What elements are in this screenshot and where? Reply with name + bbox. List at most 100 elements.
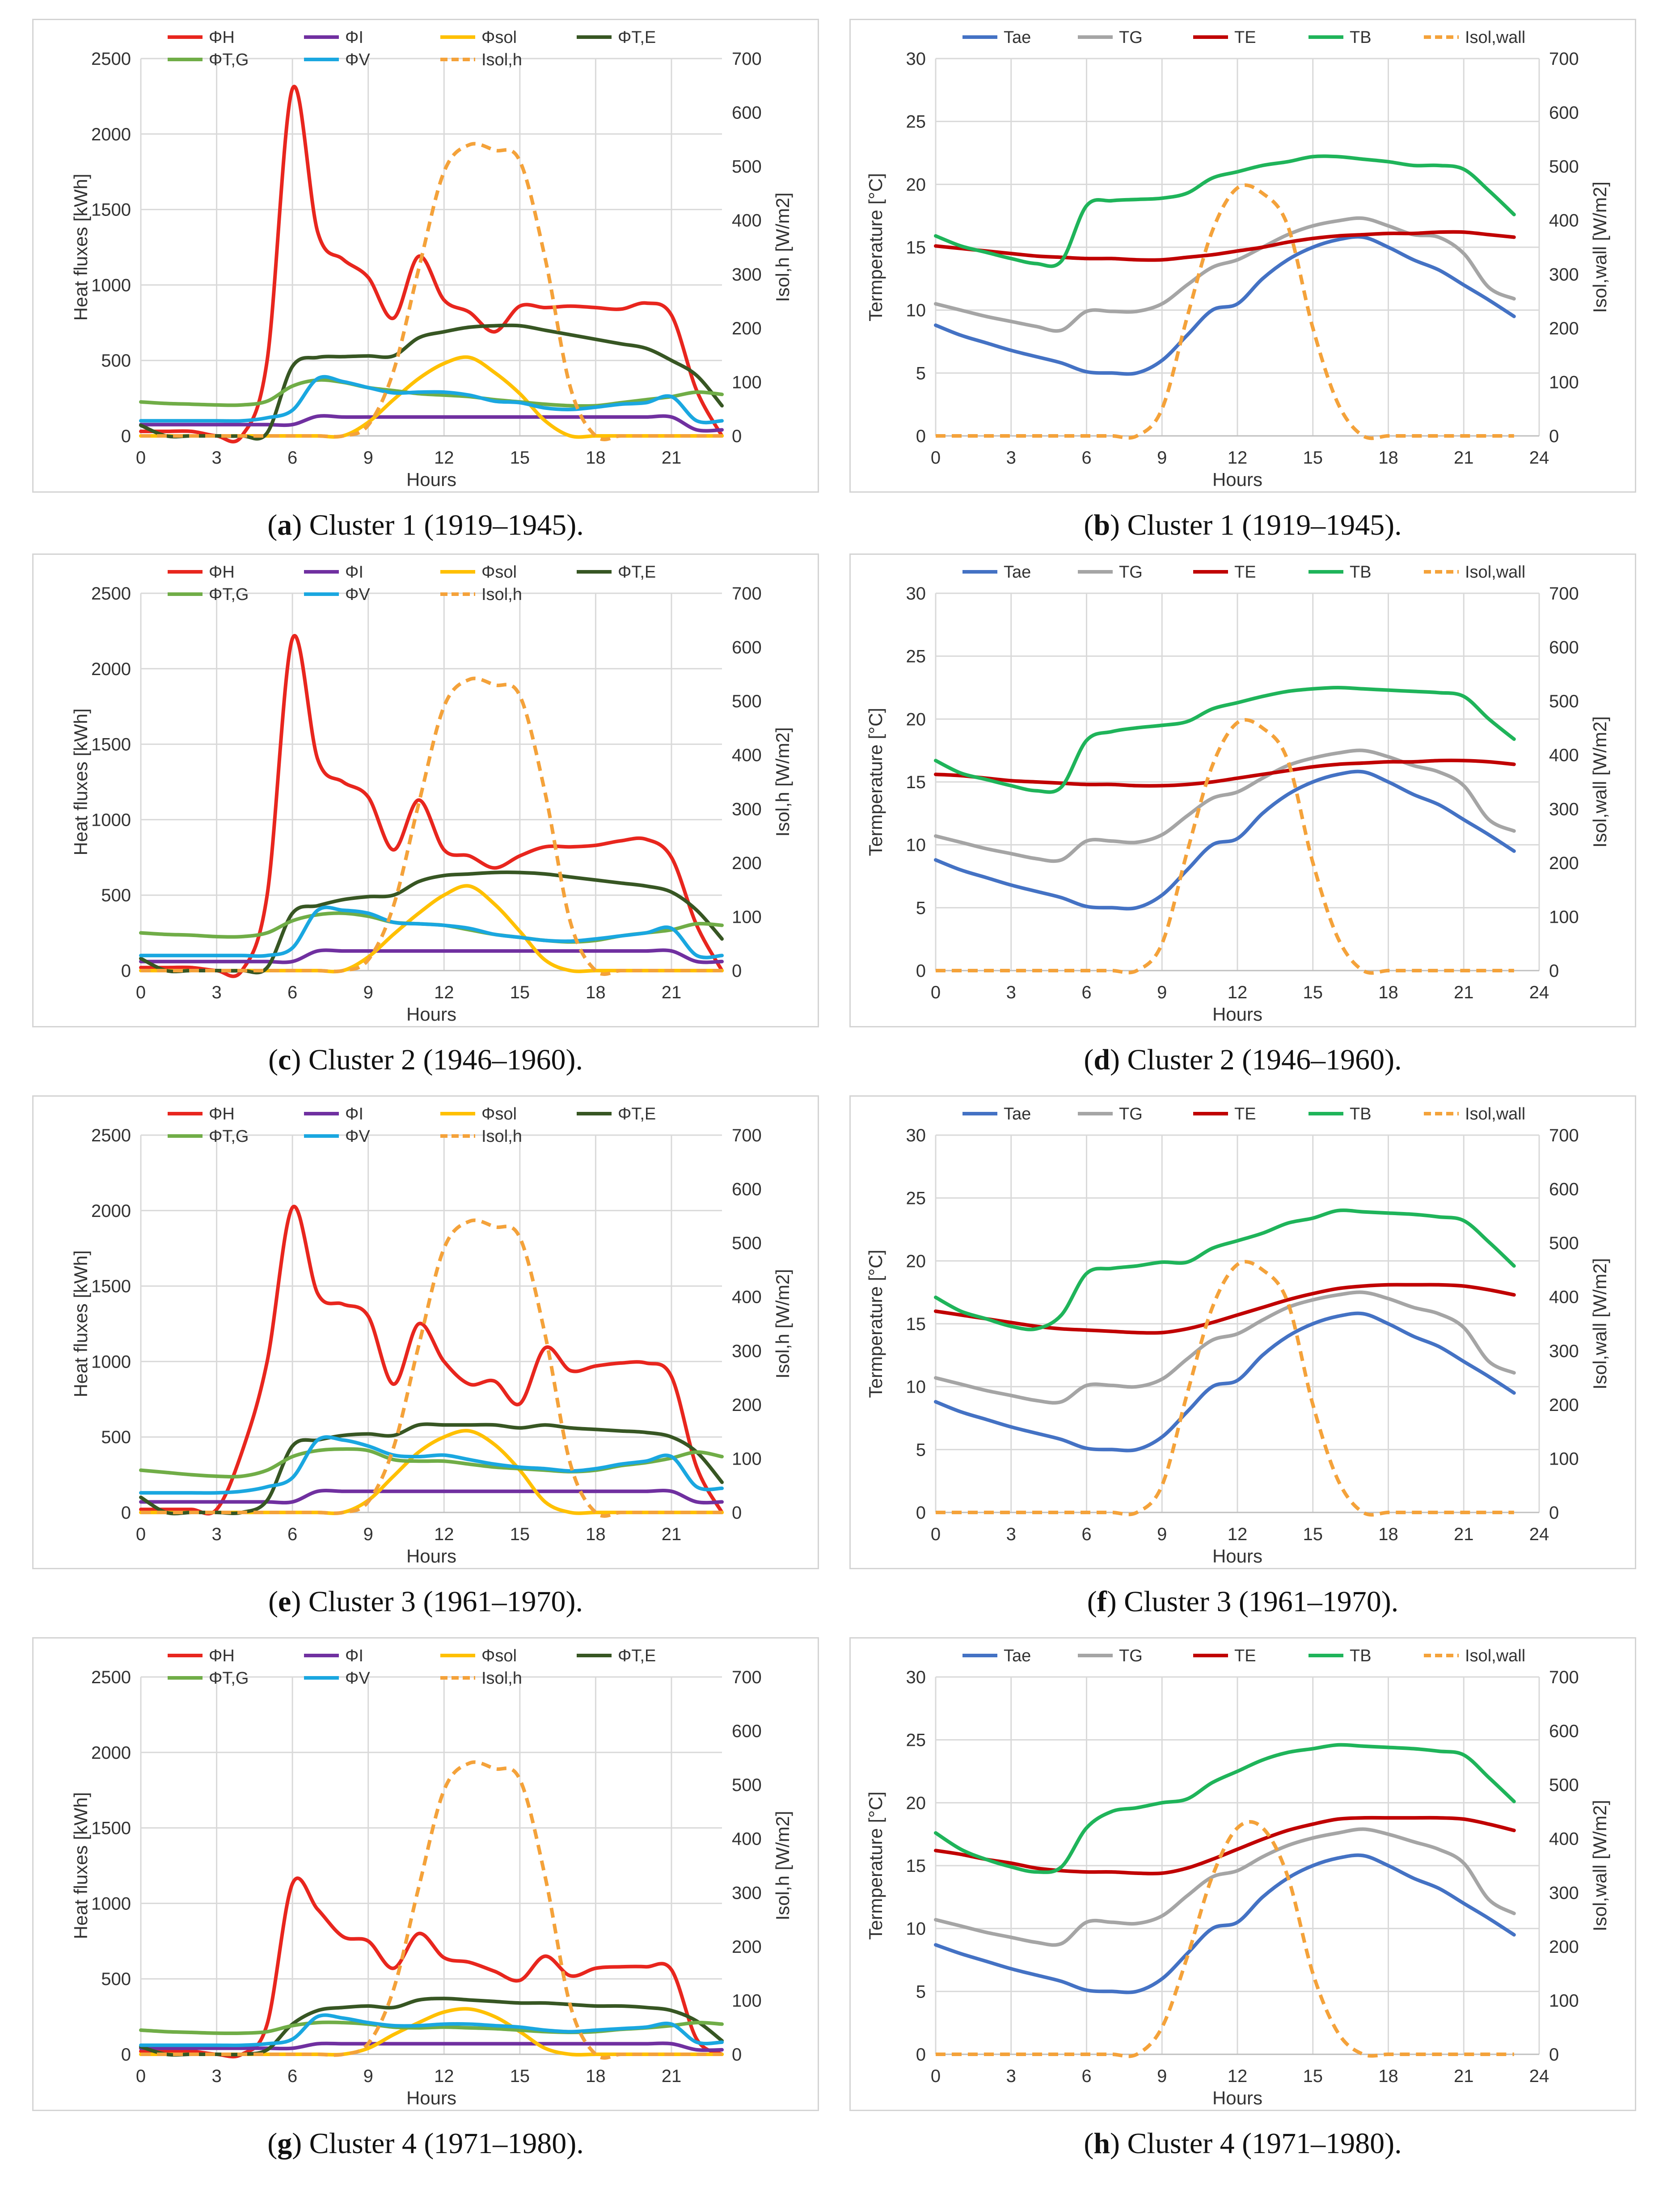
y-tick-label: 0 [916,2045,926,2065]
y2-tick-label: 500 [732,692,762,711]
legend-label: TG [1119,28,1143,47]
legend-label: ΦH [209,28,235,47]
x-tick-label: 3 [1006,448,1016,468]
legend-label: Isol,h [481,1127,522,1146]
x-tick-label: 12 [1228,1525,1248,1544]
legend-label: ΦI [345,1647,363,1665]
y-tick-label: 30 [906,1668,926,1687]
y-axis-label: Heat fluxes [kWh] [70,173,91,321]
y2-tick-label: 200 [1549,853,1579,873]
x-tick-label: 12 [1228,983,1248,1002]
legend-label: TG [1119,1647,1143,1665]
x-tick-label: 18 [586,1525,606,1544]
y-tick-label: 2500 [91,584,131,604]
series-line-TE [934,758,1516,788]
x-tick-label: 0 [931,1525,941,1544]
y2-tick-label: 700 [1549,1668,1579,1687]
x-tick-label: 3 [211,2066,221,2086]
legend-label: TE [1234,1647,1256,1665]
caption-c: (c) Cluster 2 (1946–1960). [268,1043,583,1076]
y2-tick-label: 500 [1549,1775,1579,1795]
y2-axis-label: Isol,h [W/m2] [772,727,793,836]
legend-label: ΦH [209,1647,235,1665]
caption-e: (e) Cluster 3 (1961–1970). [268,1585,583,1618]
y2-tick-label: 0 [1549,961,1559,981]
x-axis-label: Hours [406,2087,456,2108]
y2-tick-label: 0 [732,961,742,981]
y2-tick-label: 100 [1549,1449,1579,1469]
legend-label: ΦH [209,563,235,582]
x-tick-label: 3 [1006,983,1016,1002]
x-tick-label: 15 [510,983,530,1002]
series-line-Isol,h [141,142,722,442]
y2-tick-label: 300 [1549,265,1579,284]
caption-letter: f [1097,1585,1107,1618]
y-tick-label: 25 [906,1731,926,1750]
caption-d: (d) Cluster 2 (1946–1960). [1084,1043,1402,1076]
legend-label: TE [1234,563,1256,582]
legend-label: Tae [1004,1647,1031,1665]
y2-tick-label: 200 [732,319,762,338]
y2-tick-label: 100 [732,907,762,927]
y-tick-label: 20 [906,1251,926,1271]
y2-axis-label: Isol,wall [W/m2] [1589,1258,1610,1390]
chart-panel-e: 0 500 1000 1500 2000 2500 0 100 200 300 400 500 600 7… [32,1095,819,1569]
x-tick-label: 15 [510,1525,530,1544]
x-tick-label: 18 [1378,983,1398,1002]
legend-label: TE [1234,1105,1256,1123]
legend-label: Isol,h [481,585,522,604]
y2-tick-label: 300 [732,799,762,819]
y-tick-label: 30 [906,49,926,69]
x-tick-label: 0 [931,448,941,468]
series-line-TG [934,748,1516,863]
x-tick-label: 24 [1529,983,1549,1002]
y-tick-label: 500 [101,351,131,371]
series-line-Tae [934,1853,1516,1994]
caption-b: (b) Cluster 1 (1919–1945). [1084,509,1402,541]
x-tick-label: 18 [586,983,606,1002]
y-tick-label: 10 [906,1377,926,1397]
y2-axis-label: Isol,wall [W/m2] [1589,716,1610,848]
y2-tick-label: 600 [732,103,762,123]
y2-tick-label: 100 [732,1449,762,1469]
y2-tick-label: 100 [1549,1991,1579,2010]
y-tick-label: 5 [916,898,926,918]
y-axis-label: Termperature [°C] [865,173,886,321]
series-line-Isol,wall [936,1260,1514,1517]
x-tick-label: 24 [1529,1525,1549,1544]
y-tick-label: 25 [906,1189,926,1208]
series-line-Isol,wall [936,718,1514,975]
y-tick-label: 1000 [91,275,131,295]
y2-axis-label: Isol,wall [W/m2] [1589,182,1610,313]
x-tick-label: 6 [287,448,297,468]
chart-a: 0 500 1000 1500 2000 2500 0 100 200 300 400 500 600 7… [70,28,793,490]
series-line-TG [934,1290,1516,1405]
y2-tick-label: 200 [732,853,762,873]
x-tick-label: 0 [931,983,941,1002]
caption-text: Cluster 4 (1971–1980). [1120,2127,1402,2160]
caption-letter: c [278,1043,291,1076]
y2-tick-label: 200 [1549,319,1579,338]
x-tick-label: 18 [1378,448,1398,468]
legend-label: Isol,h [481,51,522,69]
series-line-Tae [934,769,1516,911]
x-tick-label: 6 [287,2066,297,2086]
y-tick-label: 0 [121,961,131,981]
x-tick-label: 21 [662,448,682,468]
legend-label: Tae [1004,563,1031,582]
y-tick-label: 1500 [91,1819,131,1838]
series-line-TB [934,154,1516,268]
y2-tick-label: 0 [1549,2045,1559,2065]
x-tick-label: 6 [1081,1525,1091,1544]
legend-label: ΦT,E [618,563,656,582]
x-tick-label: 0 [931,2066,941,2086]
legend-label: ΦT,E [618,1105,656,1123]
y2-tick-label: 700 [1549,584,1579,604]
series-line-ΦI [139,414,724,433]
y-tick-label: 2500 [91,1668,131,1687]
caption-letter: b [1093,509,1110,541]
x-tick-label: 0 [136,448,146,468]
x-tick-label: 6 [1081,448,1091,468]
x-tick-label: 15 [1303,448,1323,468]
